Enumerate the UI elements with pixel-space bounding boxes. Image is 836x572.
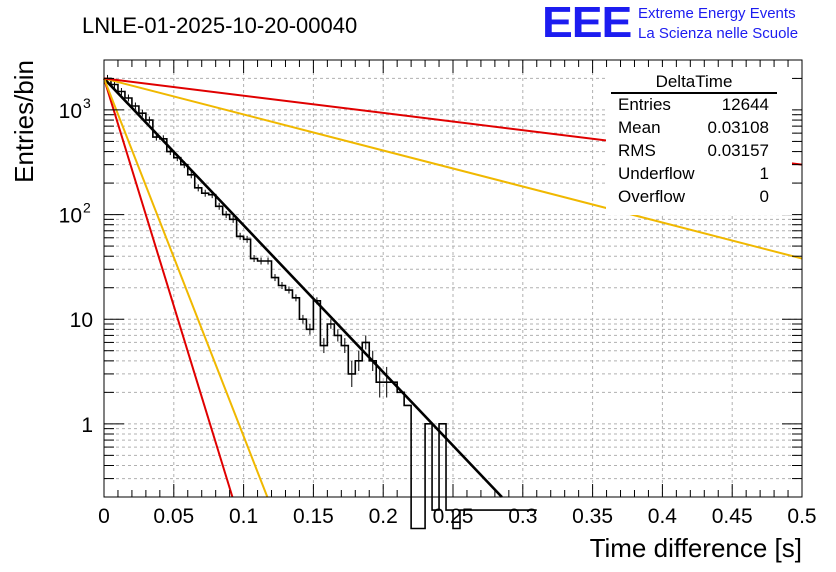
- logo-line-1: Extreme Energy Events: [638, 5, 796, 22]
- stats-title: DeltaTime: [656, 72, 733, 91]
- curve-yellow-shallow: [103, 77, 803, 260]
- histogram-bars: [104, 74, 537, 530]
- stats-label: Mean: [618, 118, 661, 137]
- grid-lines: [104, 60, 802, 497]
- y-tick-label: 10: [59, 100, 82, 123]
- x-tick-label: 0.25: [433, 505, 474, 528]
- stats-label: Overflow: [618, 187, 686, 206]
- histogram-outline: [104, 77, 537, 530]
- x-tick-labels: 0 0.05 0.1 0.15 0.2 0.25 0.3 0.35 0.4 0.45 0.5: [98, 505, 816, 528]
- stats-label: Entries: [618, 95, 671, 114]
- logo-line-2: La Scienza nelle Scuole: [638, 25, 799, 42]
- x-tick-label: 0.45: [712, 505, 753, 528]
- curve-yellow-steep: [103, 78, 269, 498]
- stats-value: 1: [760, 164, 769, 183]
- x-tick-label: 0.1: [229, 505, 258, 528]
- x-tick-label: 0: [98, 505, 110, 528]
- y-axis-label: Entries/bin: [9, 60, 39, 183]
- curve-fit: [103, 77, 503, 498]
- y-tick-label: 1: [81, 414, 93, 437]
- eee-logo: EEE Extreme Energy Events La Scienza nel…: [542, 0, 832, 47]
- stats-label: RMS: [618, 141, 656, 160]
- x-tick-label: 0.5: [787, 505, 816, 528]
- eee-logo-mark: EEE: [542, 0, 632, 47]
- stats-value: 0.03157: [708, 141, 769, 160]
- x-axis-label: Time difference [s]: [590, 533, 802, 563]
- x-tick-label: 0.15: [293, 505, 334, 528]
- y-tick-exponent: 3: [83, 95, 91, 111]
- x-tick-label: 0.05: [153, 505, 194, 528]
- y-tick-label: 10: [70, 309, 93, 332]
- x-tick-label: 0.3: [508, 505, 537, 528]
- run-title: LNLE-01-2025-10-20-00040: [82, 13, 357, 38]
- stats-value: 0: [760, 187, 769, 206]
- x-tick-label: 0.35: [572, 505, 613, 528]
- x-tick-label: 0.2: [369, 505, 398, 528]
- stats-label: Underflow: [618, 164, 695, 183]
- stats-box: DeltaTime Entries 12644 Mean 0.03108 RMS 0.03…: [606, 67, 792, 215]
- x-tick-label: 0.4: [648, 505, 678, 528]
- curve-red-steep: [103, 78, 234, 498]
- stats-value: 0.03108: [708, 118, 769, 137]
- stats-value: 12644: [722, 95, 769, 114]
- y-tick-label: 10: [59, 205, 82, 228]
- y-tick-exponent: 2: [83, 200, 91, 216]
